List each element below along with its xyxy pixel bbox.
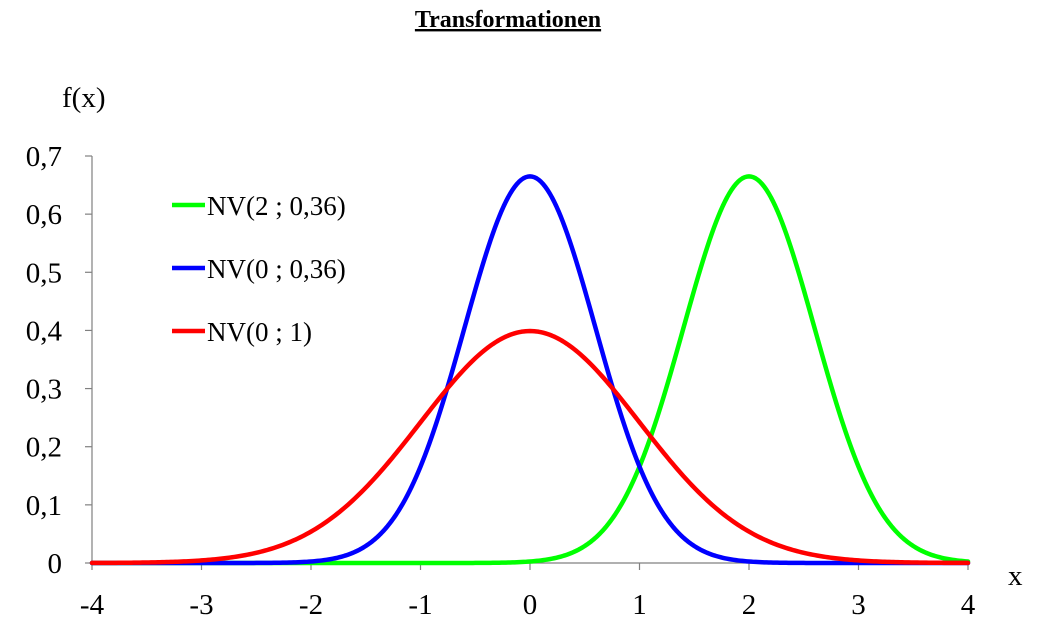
series-line-nv-0-1: [89, 328, 971, 566]
x-tick-label: -2: [299, 589, 323, 621]
y-tick-label: 0,6: [26, 199, 62, 231]
y-tick-label: 0,1: [26, 490, 62, 522]
y-tick-label: 0,7: [26, 141, 62, 173]
chart-title: Transformationen: [415, 7, 601, 33]
x-axis-label: x: [1008, 560, 1023, 592]
x-tick-label: 3: [851, 589, 866, 621]
legend-label-nv-0-0-36: NV(0 ; 0,36): [207, 254, 346, 284]
x-tick-label: 1: [632, 589, 647, 621]
legend-label-nv-2-0-36: NV(2 ; 0,36): [207, 191, 346, 221]
legend-label-nv-0-1: NV(0 ; 1): [207, 317, 312, 347]
y-tick-label: 0,5: [26, 257, 62, 289]
y-tick-label: 0: [48, 548, 63, 580]
x-tick-label: 0: [523, 589, 538, 621]
x-tick-label: 4: [961, 589, 976, 621]
series-line-nv-0-0-36: [89, 174, 971, 566]
y-axis-label: f(x): [62, 82, 105, 114]
y-tick-label: 0,3: [26, 374, 62, 406]
series-line-nv-2-0-36: [89, 174, 971, 566]
legend: NV(2 ; 0,36) NV(0 ; 0,36) NV(0 ; 1): [172, 191, 346, 347]
x-tick-label: -4: [80, 589, 105, 621]
x-tick-label: -1: [408, 589, 432, 621]
y-tick-label: 0,2: [26, 432, 62, 464]
axes: 0 0,1 0,2 0,3 0,4 0,5 0,6 0,7 -4 -3 -2 -1 0 1 2 3 4: [26, 141, 976, 621]
y-tick-label: 0,4: [26, 315, 63, 347]
series-lines: [89, 174, 971, 566]
x-tick-label: 2: [742, 589, 757, 621]
x-tick-label: -3: [189, 589, 213, 621]
